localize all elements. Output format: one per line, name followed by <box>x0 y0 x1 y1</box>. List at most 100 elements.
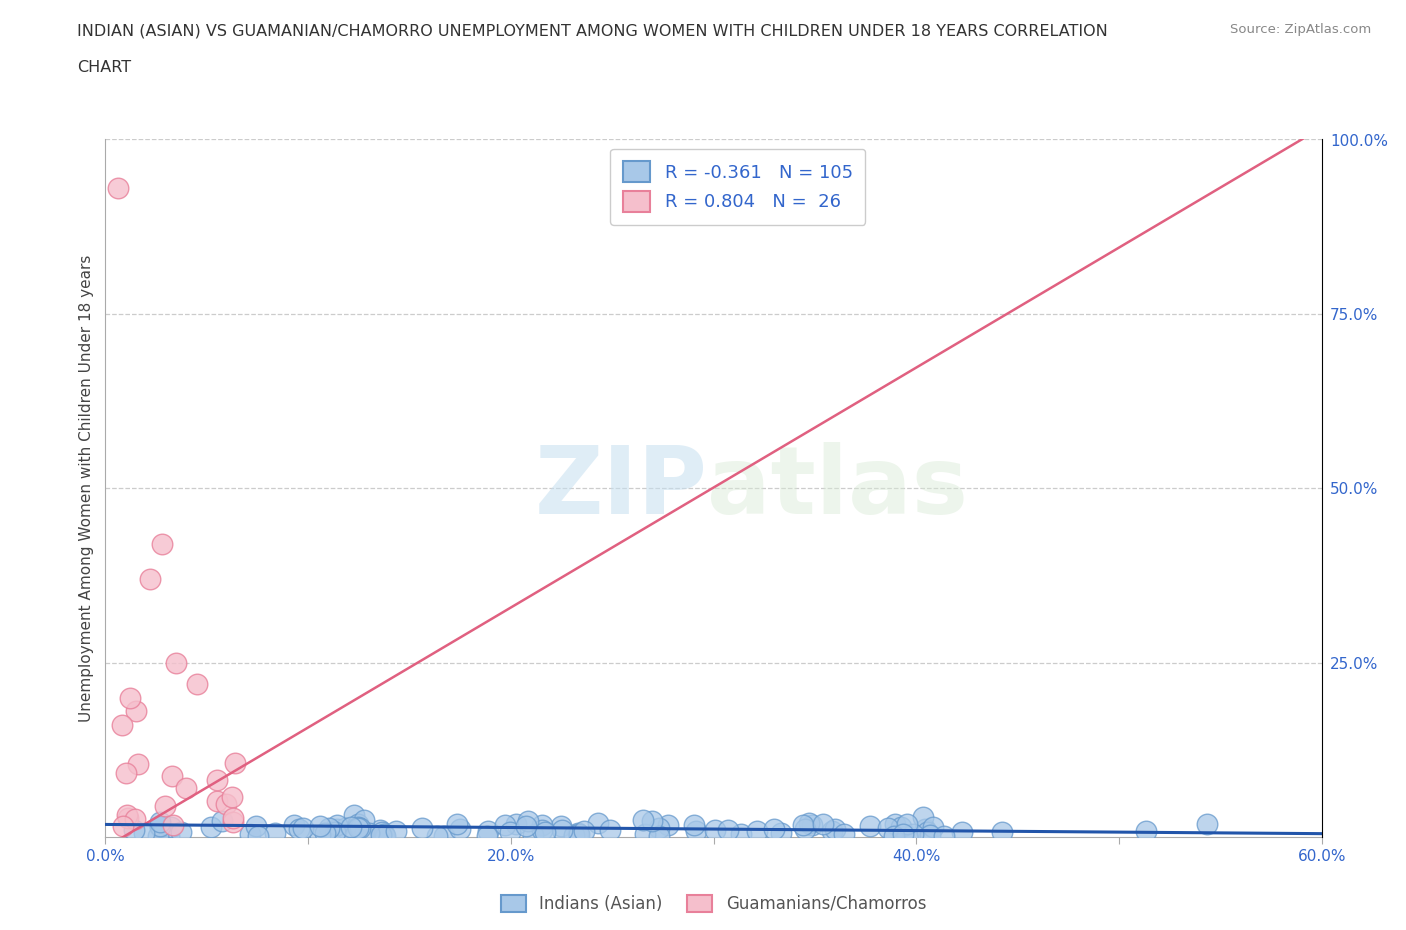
Point <box>914 821 936 836</box>
Point <box>323 825 346 840</box>
Point <box>359 825 381 840</box>
Point <box>717 823 740 838</box>
Point <box>347 820 370 835</box>
Text: INDIAN (ASIAN) VS GUAMANIAN/CHAMORRO UNEMPLOYMENT AMONG WOMEN WITH CHILDREN UNDE: INDIAN (ASIAN) VS GUAMANIAN/CHAMORRO UNE… <box>77 23 1108 38</box>
Point <box>567 825 589 840</box>
Point <box>648 829 671 844</box>
Point <box>742 180 765 196</box>
Point <box>139 571 162 587</box>
Point <box>531 817 554 832</box>
Point <box>505 817 527 831</box>
Text: CHART: CHART <box>77 60 131 75</box>
Point <box>685 824 707 839</box>
Text: ZIP: ZIP <box>534 443 707 534</box>
Point <box>368 823 391 838</box>
Point <box>920 827 942 842</box>
Point <box>792 818 814 833</box>
Point <box>165 656 187 671</box>
Point <box>160 820 183 835</box>
Point <box>599 822 621 837</box>
Point <box>335 821 357 836</box>
Point <box>477 823 499 838</box>
Point <box>515 819 537 834</box>
Point <box>150 537 173 551</box>
Point <box>586 816 609 830</box>
Point <box>631 813 654 828</box>
Point <box>117 811 139 826</box>
Point <box>111 718 134 733</box>
Point <box>534 825 557 840</box>
Point <box>149 820 172 835</box>
Point <box>239 827 262 842</box>
Text: Source: ZipAtlas.com: Source: ZipAtlas.com <box>1230 23 1371 36</box>
Point <box>950 825 973 840</box>
Point <box>648 820 671 835</box>
Point <box>797 816 820 830</box>
Point <box>683 817 706 832</box>
Point <box>162 817 184 832</box>
Point <box>283 817 305 832</box>
Point <box>876 820 898 835</box>
Point <box>186 676 208 691</box>
Point <box>148 829 170 844</box>
Point <box>811 817 834 831</box>
Y-axis label: Unemployment Among Women with Children Under 18 years: Unemployment Among Women with Children U… <box>79 255 94 722</box>
Point <box>325 817 347 832</box>
Point <box>221 790 243 804</box>
Point <box>112 819 135 834</box>
Point <box>115 765 138 780</box>
Point <box>821 824 844 839</box>
Point <box>107 180 129 196</box>
Point <box>118 690 141 705</box>
Point <box>499 825 522 840</box>
Point <box>342 808 364 823</box>
Point <box>349 821 371 836</box>
Point <box>340 819 363 834</box>
Point <box>326 821 349 836</box>
Point <box>832 827 855 842</box>
Point <box>763 821 786 836</box>
Text: atlas: atlas <box>707 443 969 534</box>
Point <box>371 825 394 840</box>
Point <box>915 824 938 839</box>
Point <box>477 829 499 844</box>
Point <box>384 823 406 838</box>
Point <box>1135 824 1157 839</box>
Point <box>160 769 183 784</box>
Point <box>426 829 449 844</box>
Point <box>824 821 846 836</box>
Point <box>568 827 591 842</box>
Point <box>704 822 727 837</box>
Point <box>516 814 538 829</box>
Point <box>370 828 392 843</box>
Point <box>125 704 148 719</box>
Point <box>149 819 172 834</box>
Point <box>127 756 149 771</box>
Point <box>884 817 907 831</box>
Point <box>157 829 180 844</box>
Point <box>207 773 229 788</box>
Point <box>932 828 955 843</box>
Point <box>247 829 270 844</box>
Point <box>353 813 375 828</box>
Point <box>551 823 574 838</box>
Point <box>911 809 934 824</box>
Point <box>309 828 332 843</box>
Point <box>200 819 222 834</box>
Point <box>174 781 197 796</box>
Point <box>245 818 267 833</box>
Point <box>149 815 172 830</box>
Point <box>288 822 311 837</box>
Point <box>122 822 145 837</box>
Legend: Indians (Asian), Guamanians/Chamorros: Indians (Asian), Guamanians/Chamorros <box>494 888 934 920</box>
Point <box>550 818 572 833</box>
Point <box>793 821 815 836</box>
Point <box>657 817 679 832</box>
Point <box>641 814 664 829</box>
Point <box>205 793 228 808</box>
Point <box>572 823 595 838</box>
Point <box>449 821 471 836</box>
Point <box>634 827 657 842</box>
Point <box>155 799 177 814</box>
Point <box>291 820 314 835</box>
